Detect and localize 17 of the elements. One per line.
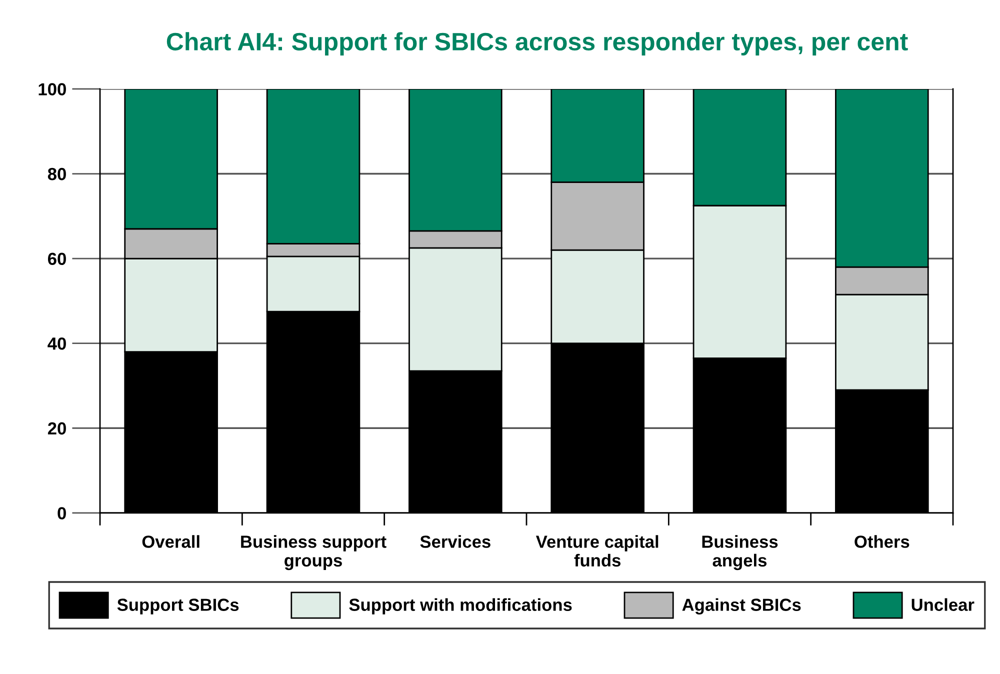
legend-label: Unclear [912, 598, 974, 611]
chart-title: Chart AI4: Support for SBICs across responder types, per cent [166, 32, 908, 56]
x-tick-label: Venture capital funds [536, 535, 658, 567]
y-tick-label: 60 [48, 252, 66, 266]
x-tick-label: Others [854, 535, 910, 548]
y-tick-label: 40 [48, 338, 66, 350]
x-tick-label: Overall [142, 535, 200, 548]
legend-label: Support with modifications [349, 598, 572, 614]
y-tick-label: 100 [38, 83, 66, 96]
y-tick-label: 20 [48, 422, 66, 435]
x-tick-label: Services [420, 535, 490, 548]
x-tick-label: Business support groups [241, 535, 386, 570]
legend-label: Against SBICs [682, 598, 801, 614]
x-tick-label: Business angels [702, 535, 778, 570]
legend-label: Support SBICs [117, 598, 239, 614]
y-tick-label: 80 [48, 168, 66, 180]
y-tick-label: 0 [58, 507, 66, 520]
